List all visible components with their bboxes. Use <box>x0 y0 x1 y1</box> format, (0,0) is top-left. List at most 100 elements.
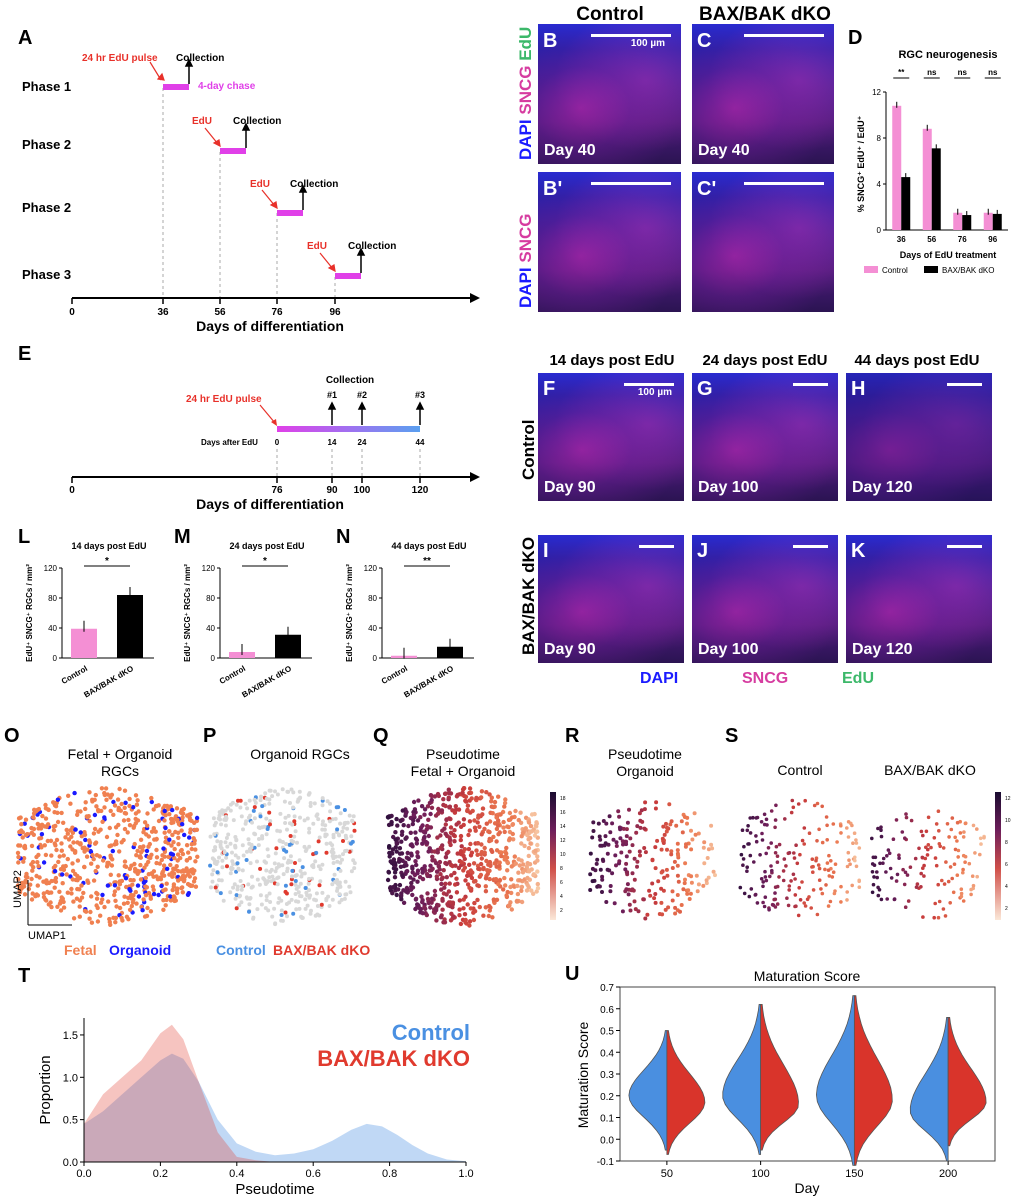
umap-point <box>596 821 601 826</box>
umap-point <box>83 909 89 914</box>
umap-point <box>60 881 65 886</box>
umap-point <box>503 797 508 802</box>
umap-point <box>604 900 609 904</box>
umap-point <box>293 861 297 865</box>
umap-point <box>228 890 233 895</box>
umap-point <box>35 821 40 827</box>
umap-point <box>18 815 23 820</box>
umap-point <box>486 829 491 834</box>
sig-label: ** <box>423 556 431 567</box>
umap-point <box>758 853 762 857</box>
umap-point <box>432 794 438 799</box>
umap-point <box>77 898 83 903</box>
umap-point <box>645 912 650 917</box>
violin-half <box>666 1030 706 1155</box>
umap-point <box>702 861 707 866</box>
x-tick-label: 0.4 <box>229 1168 244 1180</box>
umap-point <box>632 856 637 861</box>
umap-point <box>494 848 500 853</box>
umap-point <box>272 861 277 866</box>
umap-point <box>127 796 132 802</box>
umap-point <box>754 834 758 838</box>
umap-point <box>413 830 418 835</box>
umap-point <box>134 853 139 858</box>
umap-point <box>41 894 47 900</box>
umap-point <box>950 876 954 881</box>
umap-point <box>258 866 263 871</box>
umap-point <box>61 905 67 910</box>
umap-point <box>314 813 319 818</box>
umap-point <box>686 888 691 893</box>
umap-point <box>167 837 172 842</box>
umap-point <box>141 830 146 835</box>
umap-point <box>710 846 715 851</box>
umap-point <box>503 883 508 888</box>
umap-point <box>320 862 325 867</box>
axis-title: Days of differentiation <box>196 496 344 512</box>
umap-point <box>54 837 60 843</box>
umap-point <box>265 847 270 852</box>
umap-point <box>452 828 457 833</box>
umap-point <box>397 858 402 864</box>
umap-point <box>220 865 225 870</box>
umap-point <box>809 906 813 910</box>
umap-point <box>341 852 345 857</box>
umap-point <box>255 877 260 882</box>
umap-point <box>21 859 26 864</box>
umap-point <box>70 877 76 882</box>
umap-point <box>263 882 268 886</box>
umap-point <box>179 828 184 833</box>
umap-point <box>390 891 395 896</box>
umap-point <box>243 801 248 806</box>
umap-point <box>956 855 960 859</box>
umap-point <box>600 874 605 879</box>
umap-point <box>307 876 311 881</box>
umap-point <box>474 848 479 853</box>
umap-point <box>314 850 319 855</box>
umap-point <box>77 904 82 909</box>
umap-point <box>332 872 337 877</box>
umap-point <box>887 851 892 856</box>
umap-point <box>23 817 29 822</box>
y-tick-label: 40 <box>368 624 377 633</box>
umap-point <box>446 849 451 855</box>
umap-point <box>294 907 299 912</box>
umap-point <box>614 840 619 845</box>
umap-point <box>399 851 405 856</box>
umap-point <box>211 848 216 853</box>
umap-point <box>217 855 221 860</box>
umap-point <box>122 805 127 810</box>
umap-point <box>920 855 925 860</box>
umap-point <box>125 900 130 905</box>
umap-point <box>288 801 292 805</box>
umap-point <box>180 851 186 857</box>
sig-label: ns <box>927 68 937 77</box>
umap-point <box>218 840 223 844</box>
umap-point <box>621 826 626 831</box>
umap-point <box>391 885 396 890</box>
umap-point <box>755 901 760 905</box>
umap-point <box>393 830 398 835</box>
umap-point <box>143 884 148 889</box>
stain-sncg: SNCG <box>516 213 535 263</box>
x-tick-label: 0.8 <box>382 1168 397 1180</box>
umap-point <box>56 859 61 865</box>
umap-point <box>470 808 475 814</box>
umap-point <box>168 851 174 856</box>
umap-point <box>516 817 521 823</box>
umap-point <box>528 823 534 829</box>
umap-point <box>459 860 464 865</box>
umap-point <box>517 863 522 868</box>
umap-point <box>430 854 435 859</box>
chase-label: 4-day chase <box>198 81 256 92</box>
umap-point <box>291 911 296 916</box>
umap-point <box>479 789 485 794</box>
umap-point <box>145 811 150 816</box>
umap-point <box>608 884 613 888</box>
umap-point <box>234 906 239 911</box>
umap-point <box>753 892 758 897</box>
stain-edu: EdU <box>516 26 535 61</box>
umap-point <box>167 872 172 877</box>
umap-point <box>959 891 964 896</box>
